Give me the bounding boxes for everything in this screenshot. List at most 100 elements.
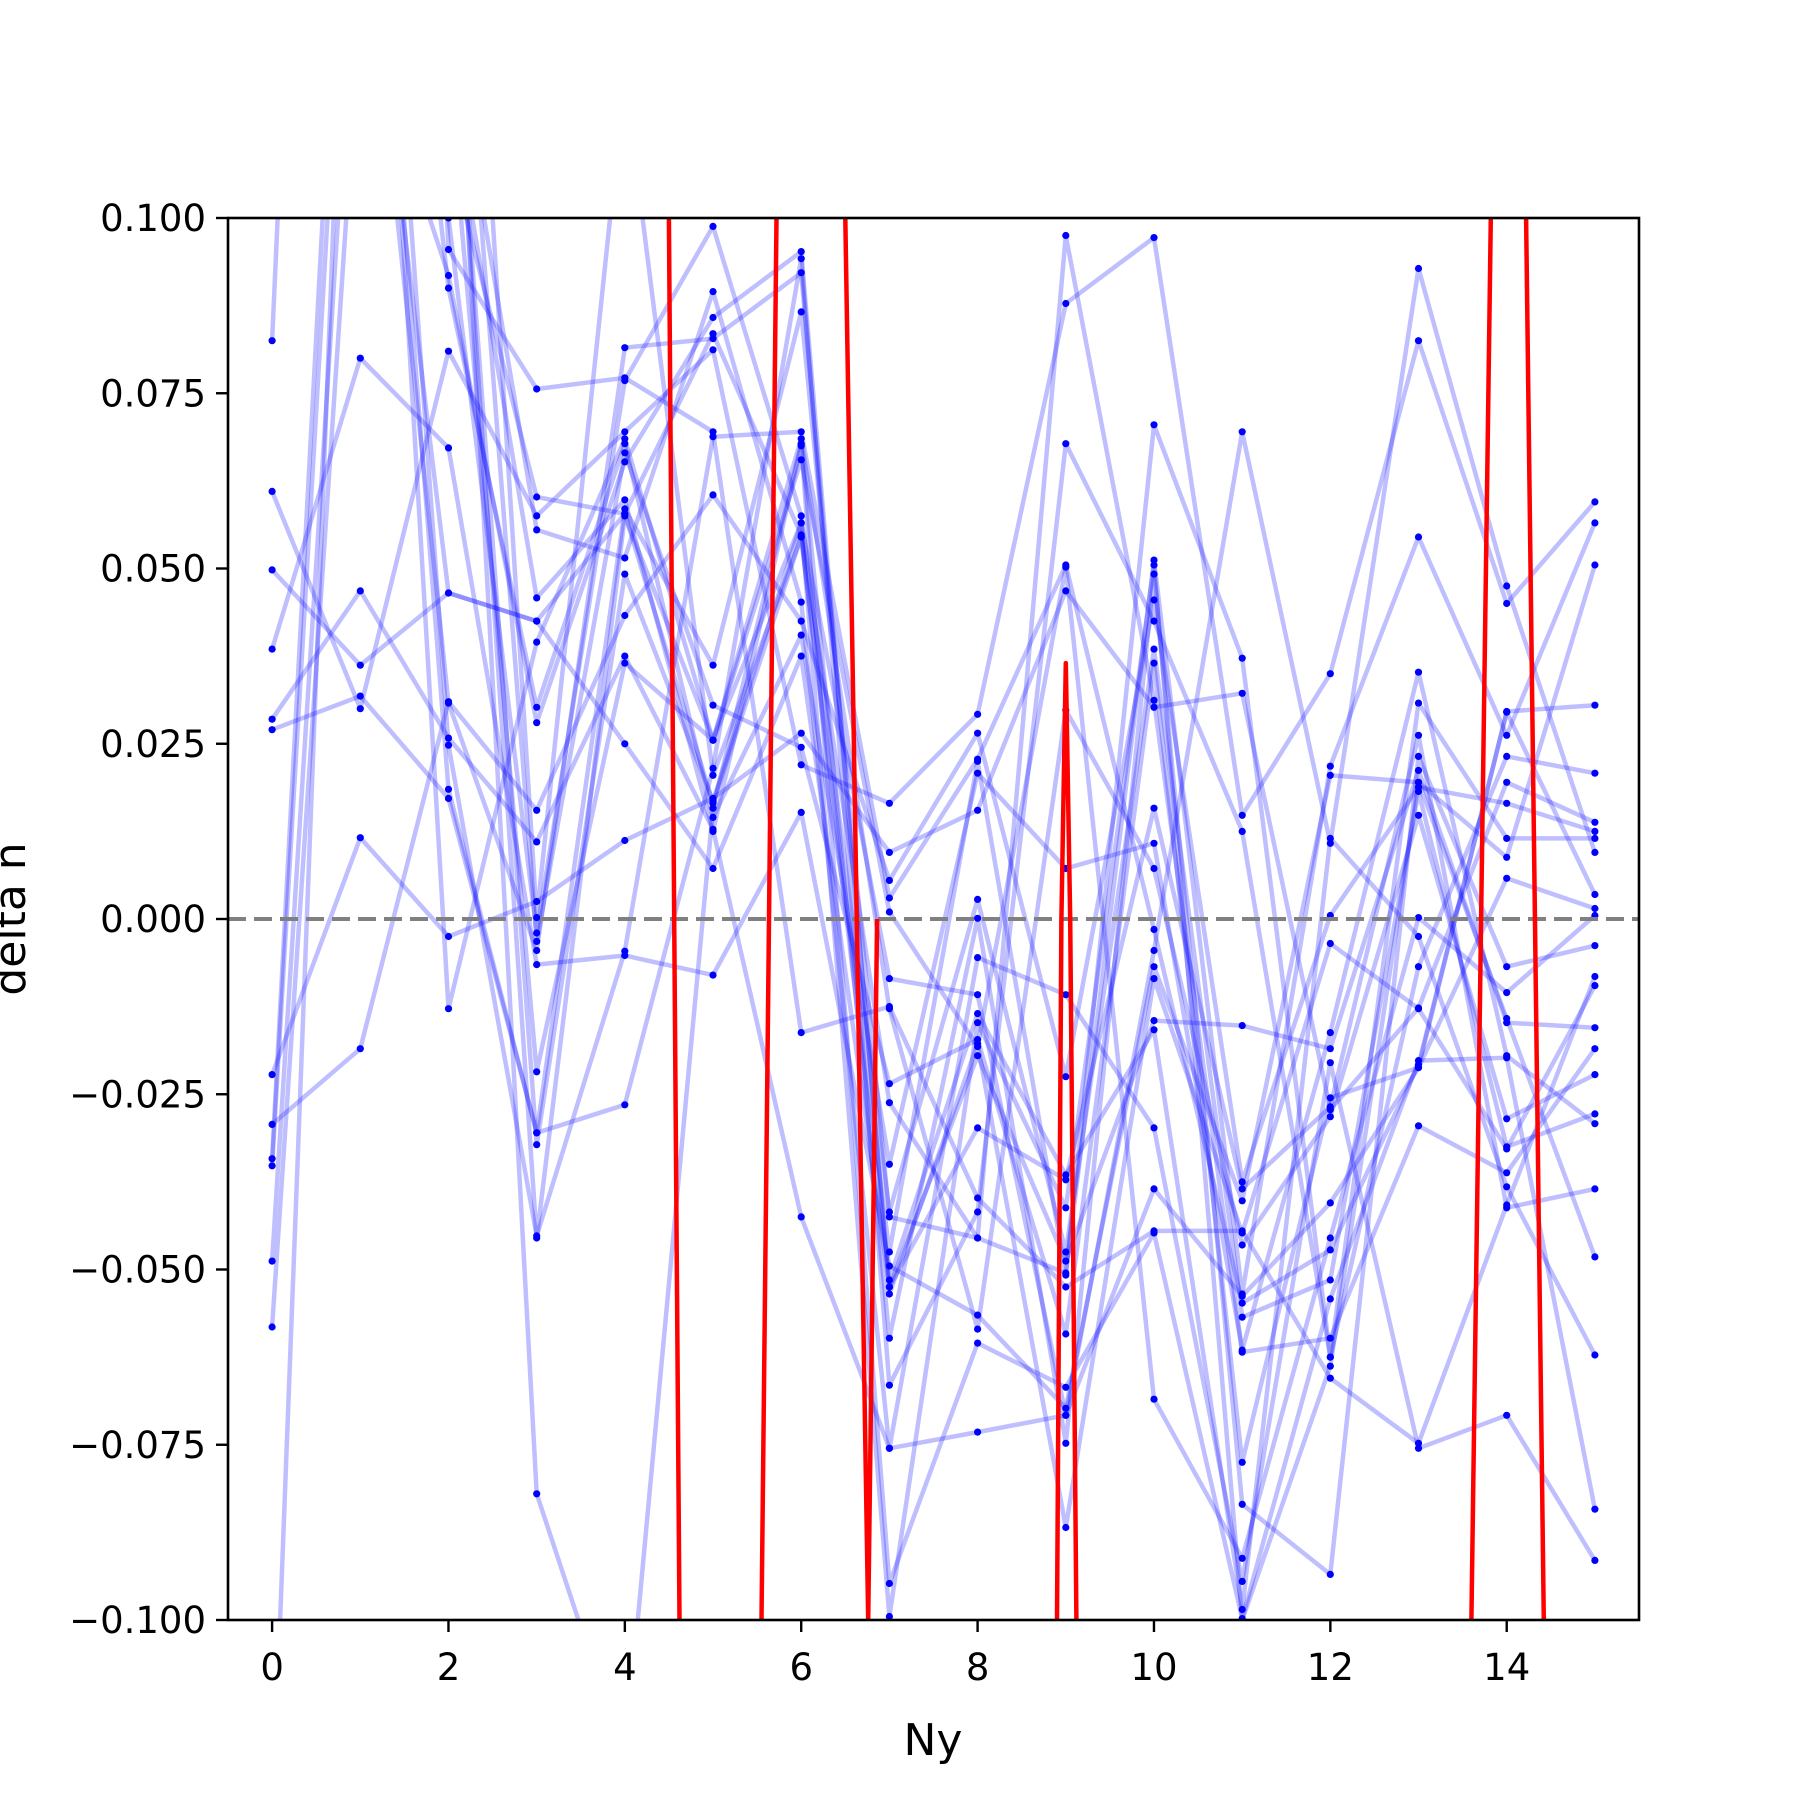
trajectory-point [444, 271, 453, 280]
trajectory-point [1062, 1523, 1070, 1532]
trajectory-point [709, 797, 717, 805]
trajectory-line-18 [465, 218, 1597, 1561]
trajectory-point [974, 914, 982, 922]
trajectory-point [1414, 1057, 1423, 1065]
trajectory-point [709, 491, 717, 499]
trajectory-point [1591, 818, 1599, 826]
trajectory-point [1150, 839, 1158, 847]
trajectory-point [1414, 337, 1423, 345]
trajectory-point [268, 1155, 276, 1163]
trajectory-point [1150, 617, 1158, 625]
trajectory-point [356, 1045, 364, 1053]
trajectory-point [1503, 1169, 1511, 1177]
trajectory-point [1591, 972, 1599, 981]
trajectory-point [1238, 1229, 1246, 1237]
trajectory-point [1414, 1064, 1423, 1072]
trajectory-point [444, 347, 453, 355]
x-tick-label: 10 [1130, 1646, 1177, 1689]
trajectory-point [621, 611, 629, 620]
trajectory-point [1062, 1439, 1070, 1447]
trajectory-point [797, 1029, 805, 1037]
trajectory-point [797, 519, 805, 527]
trajectory-point [885, 1099, 894, 1107]
trajectory-point [268, 487, 276, 495]
trajectory-point [1591, 1110, 1599, 1118]
trajectory-point [1150, 234, 1158, 242]
trajectory-point [1591, 1024, 1599, 1032]
trajectory-point [1591, 942, 1599, 950]
trajectory-point [709, 222, 717, 230]
trajectory-point [885, 1334, 894, 1342]
trajectory-point [1414, 731, 1423, 739]
trajectory-point [1503, 1054, 1511, 1062]
trajectory-point [797, 729, 805, 737]
trajectory-point [1238, 1022, 1246, 1030]
y-tick-label: −0.100 [69, 1599, 206, 1642]
trajectory-point [974, 1339, 982, 1347]
trajectory-point [709, 764, 717, 772]
trajectory-point [1591, 1351, 1599, 1359]
x-tick-label: 12 [1307, 1646, 1354, 1689]
trajectory-point [885, 1290, 894, 1298]
trajectory-line-9 [269, 218, 1597, 1355]
trajectory-point [885, 799, 894, 807]
trajectory-point [709, 433, 717, 441]
trajectory-point [444, 284, 453, 292]
trajectory-point [885, 1444, 894, 1452]
trajectory-point [1150, 946, 1158, 955]
trajectory-point [1591, 701, 1599, 709]
trajectory-point [268, 1162, 276, 1170]
trajectory-point [1150, 925, 1158, 934]
highlight-line-5 [1469, 218, 1494, 1620]
trajectory-point [797, 456, 805, 464]
y-tick-label: 0.075 [100, 372, 206, 415]
trajectory-point [1414, 787, 1423, 796]
trajectory-point [1503, 853, 1511, 861]
trajectory-point [444, 734, 453, 742]
trajectory-point [797, 533, 805, 541]
trajectory-point [1591, 1185, 1599, 1193]
trajectory-point [621, 740, 629, 748]
trajectory-point [797, 743, 805, 751]
trajectory-point [1238, 1241, 1246, 1249]
trajectory-point [1238, 689, 1246, 697]
trajectory-point [268, 566, 276, 574]
trajectory-point [621, 570, 629, 578]
trajectory-point [885, 1080, 894, 1088]
trajectory-point [1414, 668, 1423, 676]
trajectory-point [1238, 428, 1246, 436]
trajectory-point [1150, 645, 1158, 653]
trajectory-point [974, 806, 982, 814]
trajectory-point [1150, 963, 1158, 971]
trajectory-point [1591, 1253, 1599, 1261]
trajectory-point [709, 346, 717, 354]
trajectory-point [797, 808, 805, 817]
trajectory-point [974, 710, 982, 718]
x-tick-label: 6 [789, 1646, 813, 1689]
trajectory-point [1414, 752, 1423, 761]
trajectory-point [1150, 703, 1158, 711]
trajectory-point [1062, 299, 1070, 308]
trajectory-point [885, 1005, 894, 1013]
trajectory-point [1591, 1045, 1599, 1053]
trajectory-point [1150, 1395, 1158, 1403]
x-tick-label: 14 [1483, 1646, 1530, 1689]
trajectory-point [533, 1068, 541, 1076]
trajectory-point [356, 661, 364, 669]
x-axis-label: Ny [904, 1715, 963, 1766]
trajectory-line-5 [271, 256, 1596, 1388]
trajectory-point [621, 344, 629, 352]
trajectory-point [621, 1101, 629, 1109]
trajectory-point [444, 245, 453, 254]
trajectory-point [797, 442, 805, 450]
trajectory-point [797, 308, 805, 316]
y-tick-label: 0.000 [100, 898, 206, 941]
trajectory-point [1591, 982, 1599, 990]
trajectory-point [1326, 1362, 1334, 1370]
trajectory-point [885, 1160, 894, 1168]
trajectory-line-11 [269, 218, 1597, 1530]
trajectory-point [1150, 696, 1158, 704]
trajectory-point [533, 806, 541, 814]
trajectory-point [797, 512, 805, 520]
trajectory-point [885, 1579, 894, 1588]
